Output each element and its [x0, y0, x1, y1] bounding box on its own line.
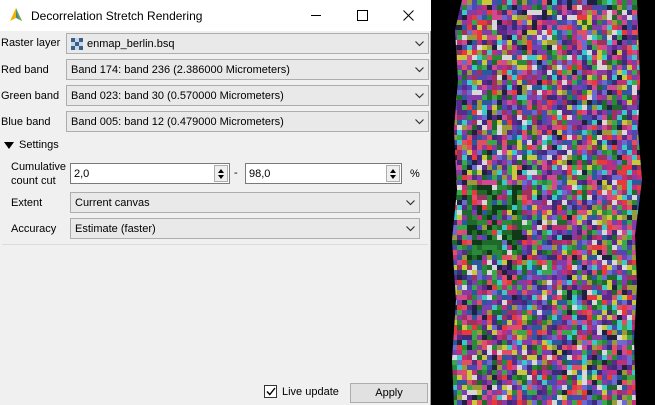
red-band-value: Band 174: band 236 (2.386000 Micrometers…	[71, 63, 290, 76]
cumulative-label-line2: count cut	[11, 175, 56, 187]
percent-unit: %	[410, 168, 420, 180]
spin-buttons[interactable]	[386, 165, 400, 182]
green-band-label: Green band	[1, 90, 60, 102]
checkmark-icon	[265, 387, 276, 396]
settings-toggle[interactable]: Settings	[4, 139, 59, 151]
spin-down-icon	[218, 174, 224, 179]
green-band-value: Band 023: band 30 (0.570000 Micrometers)	[71, 89, 284, 102]
live-update-checkbox[interactable]	[264, 385, 277, 398]
chevron-down-icon	[410, 34, 428, 53]
spin-up-icon	[390, 168, 396, 173]
close-icon	[402, 10, 414, 21]
spin-down-icon	[390, 174, 396, 179]
chevron-down-icon	[401, 219, 419, 238]
close-button[interactable]	[385, 0, 431, 31]
raster-layer-icon	[71, 37, 83, 50]
accuracy-label: Accuracy	[11, 223, 57, 235]
green-band-combo[interactable]: Band 023: band 30 (0.570000 Micrometers)	[66, 85, 429, 106]
window-title: Decorrelation Stretch Rendering	[31, 9, 203, 23]
cumulative-max-value: 98,0	[249, 167, 271, 180]
raster-layer-combo[interactable]: enmap_berlin.bsq	[66, 33, 429, 54]
range-separator: -	[234, 167, 238, 179]
cumulative-min-value: 2,0	[74, 167, 90, 180]
settings-header: Settings	[19, 139, 59, 151]
extent-combo[interactable]: Current canvas	[70, 192, 420, 213]
decorrelation-dialog: Decorrelation Stretch Rendering Raster l…	[0, 0, 431, 405]
blue-band-combo[interactable]: Band 005: band 12 (0.479000 Micrometers)	[66, 111, 429, 132]
apply-button-label: Apply	[375, 387, 403, 399]
chevron-down-icon	[410, 60, 428, 79]
qgis-app-icon	[10, 8, 22, 21]
chevron-down-icon	[410, 112, 428, 131]
title-bar: Decorrelation Stretch Rendering	[0, 0, 431, 31]
apply-button[interactable]: Apply	[350, 383, 428, 403]
chevron-down-icon	[410, 86, 428, 105]
cumulative-max-spinbox[interactable]: 98,0	[245, 163, 402, 184]
extent-value: Current canvas	[75, 196, 150, 209]
red-band-combo[interactable]: Band 174: band 236 (2.386000 Micrometers…	[66, 59, 429, 80]
blue-band-label: Blue band	[1, 116, 51, 128]
maximize-button[interactable]	[339, 0, 385, 31]
extent-label: Extent	[11, 197, 43, 209]
chevron-down-icon	[401, 193, 419, 212]
red-band-label: Red band	[1, 64, 49, 76]
raster-layer-value: enmap_berlin.bsq	[87, 37, 175, 50]
maximize-icon	[356, 10, 368, 21]
spin-buttons[interactable]	[214, 165, 228, 182]
accuracy-value: Estimate (faster)	[75, 222, 156, 235]
raster-layer-label: Raster layer	[1, 37, 61, 49]
cumulative-label-line1: Cumulative	[11, 161, 67, 173]
spin-up-icon	[218, 168, 224, 173]
triangle-down-icon	[4, 141, 14, 149]
cumulative-min-spinbox[interactable]: 2,0	[70, 163, 230, 184]
blue-band-value: Band 005: band 12 (0.479000 Micrometers)	[71, 115, 284, 128]
live-update-label[interactable]: Live update	[282, 386, 339, 398]
rgb-satellite-image	[452, 0, 642, 405]
minimize-icon	[310, 15, 321, 16]
accuracy-combo[interactable]: Estimate (faster)	[70, 218, 420, 239]
map-canvas[interactable]	[432, 0, 655, 405]
minimize-button[interactable]	[293, 0, 339, 31]
settings-group	[2, 152, 428, 245]
